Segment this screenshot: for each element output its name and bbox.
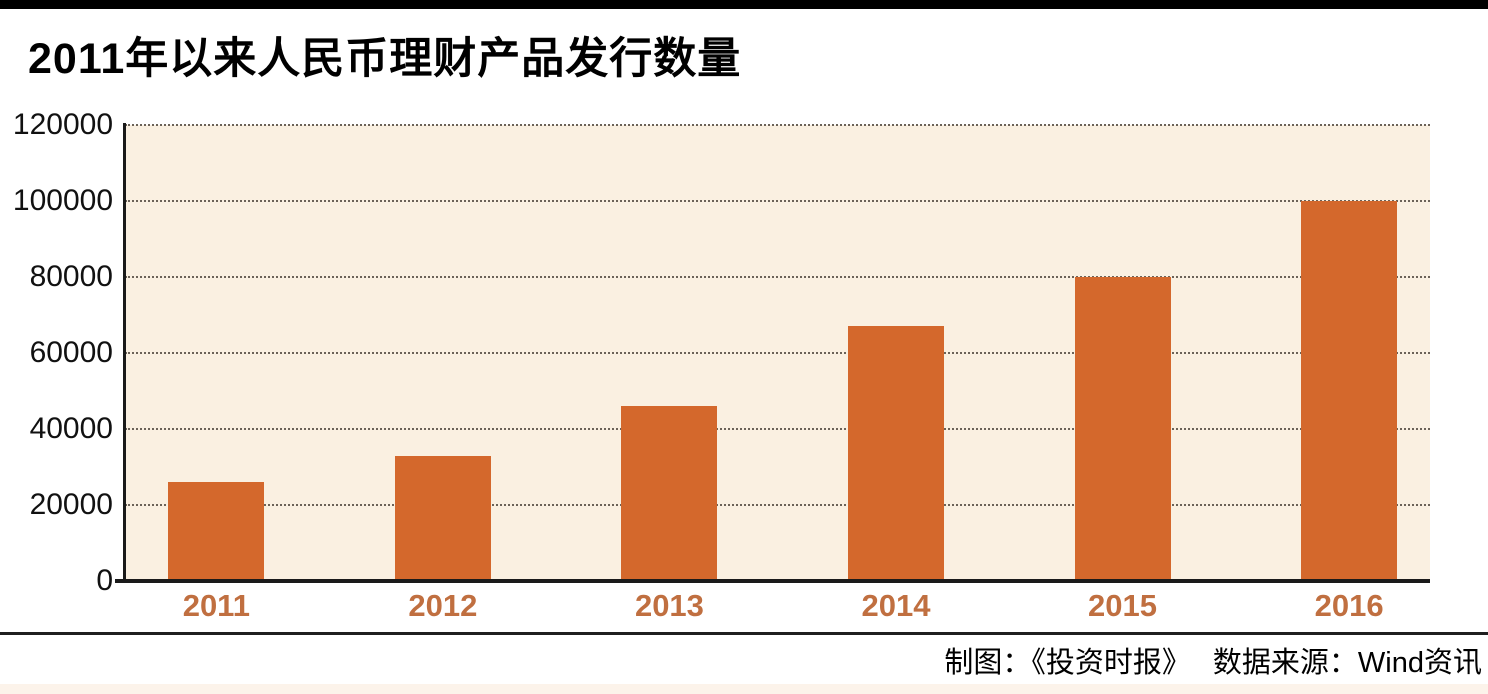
y-tick-label-100000: 100000 [12, 184, 113, 217]
x-tick-label-2013: 2013 [634, 588, 704, 623]
x-tick-label-2012: 2012 [408, 588, 478, 623]
footer-credit: 制图：《投资时报》 [944, 647, 1191, 679]
x-tick-label-2014: 2014 [861, 588, 931, 623]
y-tick-label-60000: 60000 [29, 336, 113, 369]
gridline-100000 [125, 200, 1430, 202]
y-tick-label-40000: 40000 [29, 412, 113, 445]
plot-area [125, 124, 1430, 581]
bar-2014 [847, 326, 944, 581]
bar-2015 [1074, 277, 1171, 581]
gridline-20000 [125, 504, 1430, 506]
x-axis-line [115, 579, 1430, 583]
bar-2016 [1301, 201, 1398, 581]
top-black-bar [0, 0, 1488, 9]
bar-2011 [168, 482, 265, 581]
y-axis-line [123, 123, 126, 583]
bar-2013 [621, 406, 718, 581]
y-tick-label-20000: 20000 [29, 488, 113, 521]
x-tick-label-2011: 2011 [182, 588, 250, 623]
bar-2012 [394, 455, 491, 581]
gridline-80000 [125, 276, 1430, 278]
bottom-accent-strip [0, 684, 1488, 694]
footer-credit-line: 制图：《投资时报》 数据来源：Wind资讯 [944, 642, 1482, 684]
y-tick-label-120000: 120000 [12, 108, 113, 141]
gridline-60000 [125, 352, 1430, 354]
footer-data-source: 数据来源：Wind资讯 [1212, 647, 1482, 679]
y-tick-label-80000: 80000 [29, 260, 113, 293]
gridline-120000 [125, 124, 1430, 126]
x-tick-label-2016: 2016 [1314, 588, 1384, 623]
x-tick-label-2015: 2015 [1088, 588, 1158, 623]
gridline-40000 [125, 428, 1430, 430]
chart-title: 2011年以来人民币理财产品发行数量 [28, 35, 742, 83]
footer-divider-line [0, 632, 1488, 635]
y-tick-label-0: 0 [96, 564, 113, 597]
